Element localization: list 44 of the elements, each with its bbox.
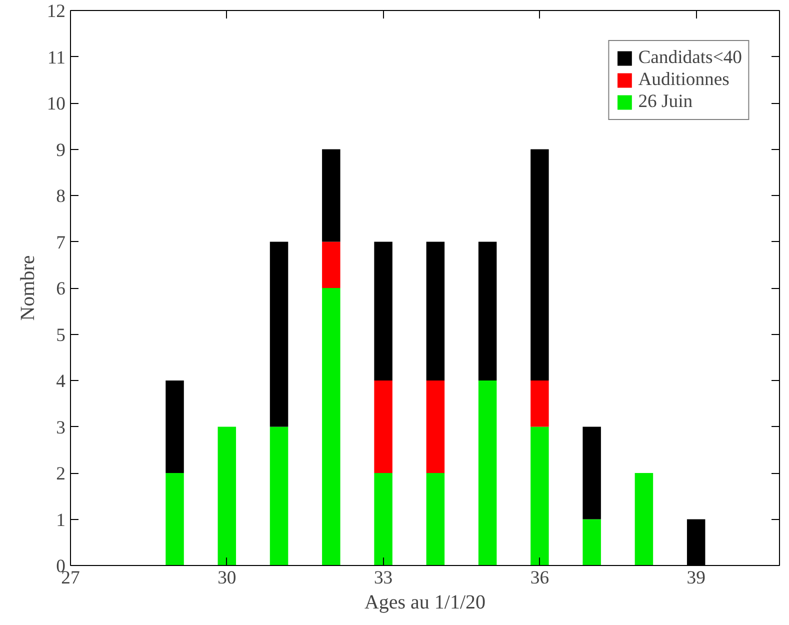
y-tick-label: 2 (56, 464, 66, 484)
bar (270, 242, 288, 427)
y-tick-label: 10 (46, 94, 66, 114)
x-tick-label: 36 (530, 568, 550, 588)
y-tick-label: 4 (56, 371, 66, 392)
y-tick-label: 12 (46, 1, 66, 22)
bar (426, 473, 445, 566)
y-tick-label: 8 (56, 186, 66, 207)
legend-label: Candidats<40 (638, 47, 742, 69)
y-tick-label: 3 (56, 417, 66, 438)
bar (374, 242, 392, 380)
legend-label: 26 Juin (638, 91, 693, 113)
y-tick-label: 5 (56, 324, 66, 346)
y-tick-label: 1 (56, 510, 66, 531)
bar (322, 242, 340, 288)
x-tick-label: 30 (218, 568, 236, 588)
y-tick-label: 0 (56, 556, 66, 577)
bar (426, 242, 445, 380)
bar (322, 149, 340, 242)
bar (530, 380, 549, 427)
bar (322, 288, 340, 566)
bar (530, 149, 549, 380)
bar (374, 380, 392, 473)
bar (478, 380, 497, 566)
bar (166, 473, 184, 566)
bar (530, 426, 549, 566)
bar (166, 380, 184, 473)
bar (374, 473, 392, 566)
x-tick-label: 39 (686, 568, 706, 588)
x-tick-label: 33 (374, 568, 393, 588)
y-tick-label: 6 (56, 278, 66, 300)
y-tick-label: 11 (48, 47, 66, 68)
bar (582, 426, 601, 520)
bar (634, 473, 654, 566)
bar (582, 519, 601, 566)
y-tick-label: 7 (56, 232, 66, 254)
bar (426, 380, 445, 473)
y-tick-label: 9 (56, 140, 66, 161)
legend-label: Auditionnes (638, 69, 730, 91)
y-axis-title: Nombre (16, 255, 39, 321)
x-axis-title: Ages au 1/1/20 (364, 592, 486, 614)
bar (218, 426, 236, 566)
bar (270, 426, 288, 566)
bar (478, 242, 497, 380)
